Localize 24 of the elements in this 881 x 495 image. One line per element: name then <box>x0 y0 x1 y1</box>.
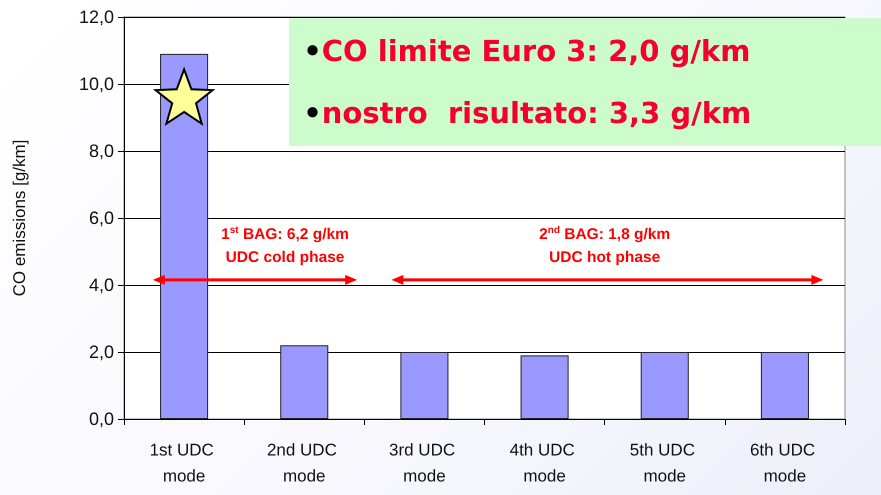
x-tick-label: 3rd UDC mode <box>388 440 460 486</box>
annotation: •CO limite Euro 3: 2,0 g/km <box>302 33 752 70</box>
x-tick-label: 5th UDC mode <box>630 440 700 486</box>
bar <box>280 345 328 419</box>
y-axis-title: CO emissions [g/km] <box>10 140 29 296</box>
x-tick-label: 6th UDC mode <box>750 440 820 486</box>
annotation: 2$^{nd}$ BAG: 1,8 g/km UDC hot phase <box>539 224 670 268</box>
bar <box>760 352 809 419</box>
bar <box>640 352 689 419</box>
bar <box>400 352 448 419</box>
y-tick-label: 12,0 <box>78 7 114 27</box>
y-tick-label: 6,0 <box>88 208 114 228</box>
callout-box: •CO limite Euro 3: 2,0 g/km •nostro risultato: 3,3 g/km <box>289 18 881 146</box>
annotation: •nostro risultato: 3,3 g/km <box>302 95 752 132</box>
x-tick-label: 2nd UDC mode <box>266 440 342 486</box>
annotation: 1$^{st}$ BAG: 6,2 g/km UDC cold phase <box>221 224 349 268</box>
y-tick-label: 10,0 <box>78 74 114 94</box>
y-tick-label: 4,0 <box>88 275 114 295</box>
y-tick-label: 8,0 <box>88 141 114 161</box>
x-tick-label: 4th UDC mode <box>510 440 580 486</box>
y-tick-label: 2,0 <box>88 342 114 362</box>
x-tick-label: 1st UDC mode <box>150 440 219 486</box>
y-tick-label: 0,0 <box>88 409 114 429</box>
bar <box>520 355 569 419</box>
